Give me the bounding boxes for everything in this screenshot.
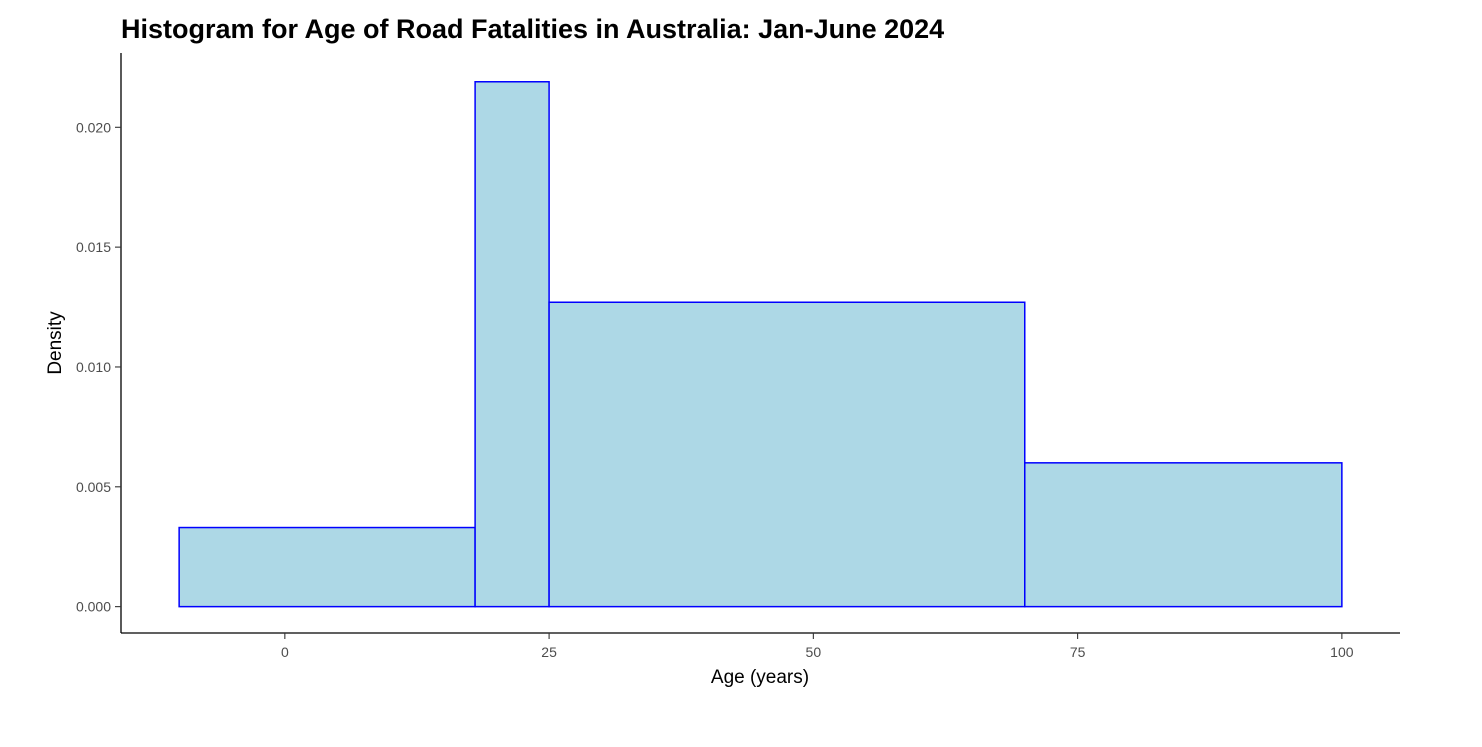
- y-tick-label: 0.020: [76, 119, 111, 135]
- y-tick-label: 0.010: [76, 359, 111, 375]
- x-tick-label: 100: [1330, 644, 1354, 660]
- histogram-bars: [178, 81, 1343, 608]
- histogram-bar-1: [178, 526, 476, 608]
- chart-title: Histogram for Age of Road Fatalities in …: [121, 14, 944, 44]
- y-tick-label: 0.000: [76, 599, 111, 615]
- x-tick-label: 50: [806, 644, 822, 660]
- y-tick-label: 0.005: [76, 479, 111, 495]
- histogram-bar-4: [1024, 462, 1343, 608]
- axes: [120, 53, 1400, 634]
- x-axis-title: Age (years): [711, 667, 809, 688]
- x-tick-label: 0: [281, 644, 289, 660]
- x-tick-label: 75: [1070, 644, 1086, 660]
- histogram-bar-2: [474, 81, 550, 608]
- y-axis-ticks: 0.000 0.005 0.010 0.015 0.020: [76, 119, 121, 615]
- x-tick-label: 25: [541, 644, 557, 660]
- y-axis-title: Density: [45, 311, 66, 375]
- x-axis-ticks: 0 25 50 75 100: [281, 633, 1354, 660]
- y-tick-label: 0.015: [76, 239, 111, 255]
- histogram-bar-3: [548, 301, 1026, 608]
